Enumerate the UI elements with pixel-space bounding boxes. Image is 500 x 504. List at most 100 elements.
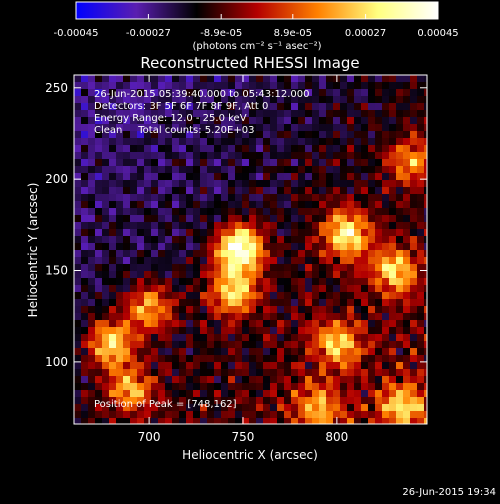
heatmap-cell (389, 124, 397, 132)
heatmap-cell (81, 243, 89, 251)
heatmap-cell (144, 299, 152, 307)
heatmap-cell (102, 285, 110, 293)
heatmap-cell (333, 348, 341, 356)
heatmap-cell (410, 390, 418, 398)
heatmap-cell (305, 201, 313, 209)
heatmap-cell (375, 306, 383, 314)
heatmap-cell (277, 110, 285, 118)
heatmap-cell (123, 404, 131, 412)
heatmap-cell (193, 152, 201, 160)
heatmap-cell (382, 145, 390, 153)
heatmap-cell (116, 96, 124, 104)
heatmap-cell (410, 166, 418, 174)
heatmap-cell (242, 327, 250, 335)
heatmap-cell (270, 159, 278, 167)
heatmap-cell (347, 376, 355, 384)
heatmap-cell (347, 411, 355, 419)
heatmap-cell (291, 362, 299, 370)
heatmap-cell (375, 355, 383, 363)
heatmap-cell (256, 194, 264, 202)
heatmap-cell (263, 327, 271, 335)
heatmap-cell (340, 404, 348, 412)
heatmap-cell (193, 257, 201, 265)
heatmap-cell (382, 383, 390, 391)
heatmap-cell (298, 82, 306, 90)
heatmap-cell (319, 299, 327, 307)
heatmap-cell (130, 299, 138, 307)
heatmap-cell (214, 124, 222, 132)
heatmap-cell (319, 334, 327, 342)
heatmap-cell (109, 89, 117, 97)
heatmap-cell (214, 411, 222, 419)
heatmap-cell (74, 355, 82, 363)
heatmap-cell (361, 75, 369, 83)
heatmap-cell (249, 327, 257, 335)
heatmap-cell (382, 390, 390, 398)
heatmap-cell (242, 187, 250, 195)
heatmap-cell (368, 362, 376, 370)
heatmap-cell (130, 250, 138, 258)
heatmap-cell (354, 152, 362, 160)
heatmap-cell (319, 110, 327, 118)
heatmap-cell (221, 124, 229, 132)
heatmap-cell (130, 383, 138, 391)
heatmap-cell (256, 110, 264, 118)
heatmap-cell (291, 397, 299, 405)
heatmap-cell (319, 397, 327, 405)
heatmap-cell (249, 187, 257, 195)
heatmap-cell (298, 383, 306, 391)
heatmap-cell (333, 229, 341, 237)
heatmap-cell (151, 397, 159, 405)
heatmap-cell (193, 236, 201, 244)
heatmap-cell (130, 159, 138, 167)
heatmap-cell (410, 334, 418, 342)
heatmap-cell (382, 243, 390, 251)
heatmap-cell (410, 208, 418, 216)
heatmap-cell (263, 348, 271, 356)
heatmap-cell (242, 397, 250, 405)
heatmap-cell (221, 313, 229, 321)
heatmap-cell (424, 243, 427, 251)
heatmap-cell (389, 110, 397, 118)
heatmap-cell (389, 285, 397, 293)
heatmap-cell (291, 418, 299, 424)
heatmap-cell (389, 348, 397, 356)
heatmap-cell (249, 362, 257, 370)
heatmap-cell (102, 278, 110, 286)
heatmap-cell (109, 383, 117, 391)
heatmap-cell (326, 404, 334, 412)
heatmap-cell (277, 278, 285, 286)
heatmap-cell (326, 103, 334, 111)
heatmap-cell (312, 313, 320, 321)
heatmap-cell (319, 327, 327, 335)
heatmap-cell (95, 327, 103, 335)
heatmap-cell (326, 355, 334, 363)
heatmap-cell (81, 334, 89, 342)
heatmap-cell (305, 250, 313, 258)
heatmap-cell (116, 334, 124, 342)
heatmap-cell (424, 369, 427, 377)
heatmap-cell (410, 362, 418, 370)
heatmap-cell (277, 201, 285, 209)
heatmap-cell (242, 418, 250, 424)
heatmap-cell (417, 96, 425, 104)
heatmap-cell (221, 418, 229, 424)
heatmap-cell (186, 327, 194, 335)
heatmap-cell (95, 103, 103, 111)
heatmap-cell (424, 152, 427, 160)
heatmap-cell (123, 75, 131, 83)
heatmap-cell (242, 138, 250, 146)
heatmap-cell (235, 306, 243, 314)
heatmap-cell (200, 75, 208, 83)
heatmap-cell (361, 390, 369, 398)
heatmap-cell (298, 124, 306, 132)
heatmap-cell (249, 159, 257, 167)
heatmap-cell (256, 341, 264, 349)
heatmap-cell (368, 236, 376, 244)
heatmap-cell (207, 418, 215, 424)
heatmap-cell (249, 124, 257, 132)
heatmap-cell (179, 124, 187, 132)
heatmap-cell (214, 285, 222, 293)
heatmap-cell (305, 131, 313, 139)
heatmap-cell (403, 383, 411, 391)
